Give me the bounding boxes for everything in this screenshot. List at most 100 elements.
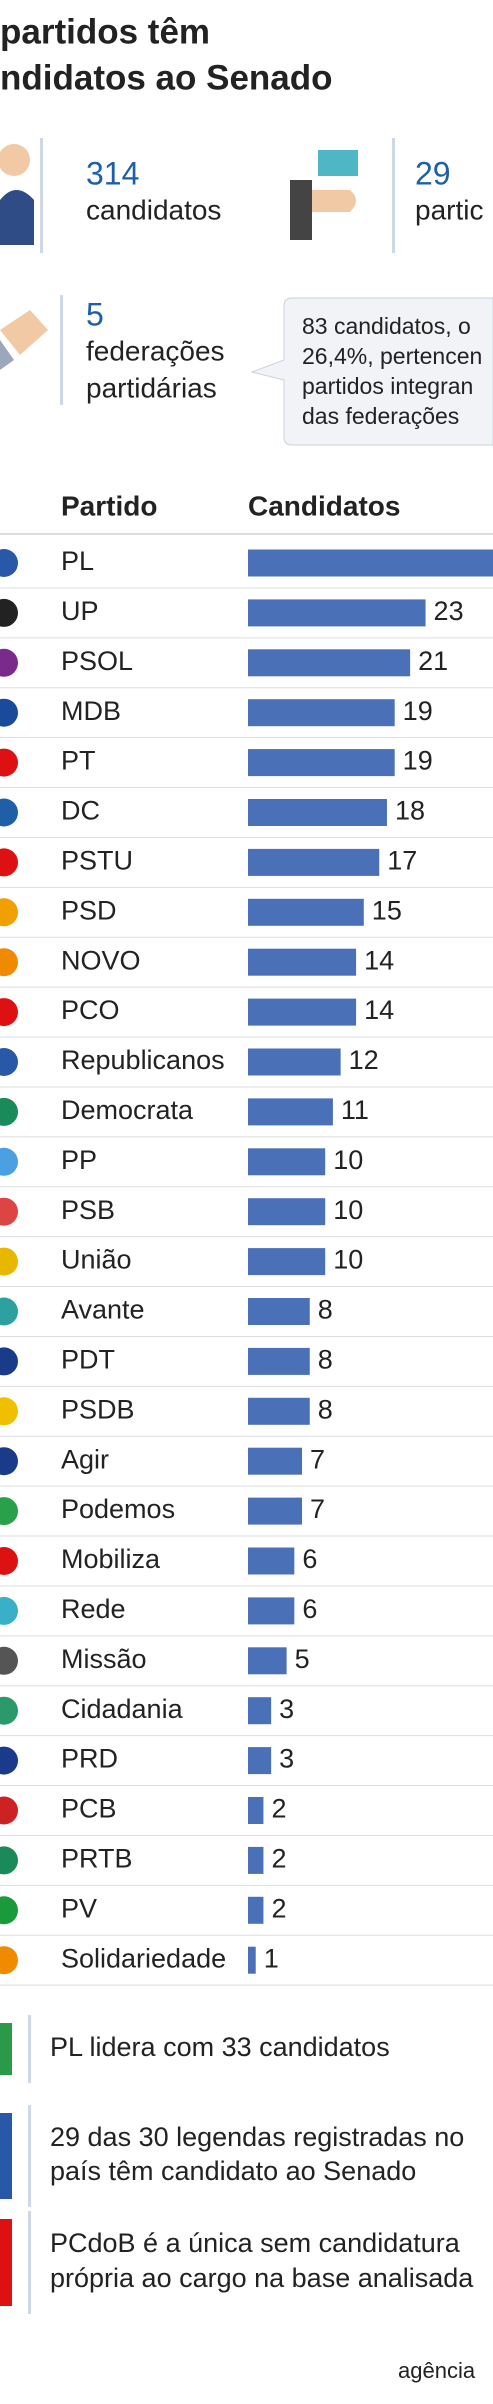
- divider: [392, 138, 395, 253]
- party-logo: [0, 648, 18, 677]
- category-label: PSDB: [61, 1394, 135, 1424]
- bar: [248, 649, 411, 677]
- bar: [248, 1797, 264, 1824]
- party-logo: [0, 1796, 18, 1825]
- party-logo: [0, 1946, 18, 1975]
- highlight-line: própria ao cargo na base analisada: [50, 2263, 474, 2293]
- note-bubble: [250, 297, 493, 446]
- stat-label: federações: [86, 335, 225, 366]
- category-label: PCB: [61, 1794, 117, 1824]
- bar: [248, 1347, 310, 1375]
- party-logo: [0, 1497, 18, 1526]
- category-label: PP: [61, 1145, 97, 1175]
- party-logo: [0, 1048, 18, 1076]
- category-label: PV: [61, 1893, 97, 1923]
- value-label: 1: [264, 1943, 279, 1973]
- bar: [248, 1896, 264, 1924]
- stat-value: 5: [86, 296, 104, 332]
- category-label: União: [61, 1245, 132, 1275]
- party-logo: [0, 1147, 18, 1176]
- party-logo: [0, 1896, 18, 1925]
- value-label: 23: [434, 596, 464, 626]
- bar: [248, 1597, 295, 1625]
- party-logo: [0, 1397, 18, 1426]
- category-label: PSD: [61, 895, 117, 925]
- bar: [248, 1248, 326, 1276]
- category-label: PRTB: [61, 1844, 133, 1874]
- category-label: Democrata: [61, 1095, 194, 1125]
- bar: [248, 1098, 333, 1126]
- highlight-line: PCdoB é a única sem candidatura: [50, 2228, 461, 2258]
- category-label: Solidariedade: [61, 1943, 226, 1973]
- value-label: 7: [310, 1494, 325, 1524]
- value-label: 14: [364, 945, 394, 975]
- category-header: Partido: [61, 490, 157, 521]
- handshake-icon: [0, 310, 48, 370]
- bar: [248, 599, 426, 627]
- party-logo: [0, 698, 18, 727]
- bar: [248, 549, 493, 577]
- party-logo: [0, 748, 18, 777]
- value-label: 8: [318, 1394, 333, 1424]
- person-icon: [0, 144, 34, 245]
- party-logo: [0, 549, 18, 577]
- value-label: 6: [302, 1544, 317, 1574]
- value-label: 3: [279, 1744, 294, 1774]
- highlight-line: PL lidera com 33 candidatos: [50, 2032, 390, 2062]
- category-label: PRD: [61, 1744, 118, 1774]
- value-label: 6: [302, 1594, 317, 1624]
- highlight-icon: [0, 2023, 12, 2075]
- party-logo: [0, 1097, 18, 1126]
- title-line: ndidatos ao Senado: [0, 58, 333, 97]
- value-label: 8: [318, 1295, 333, 1325]
- category-label: PL: [61, 546, 94, 576]
- party-logo: [0, 1547, 18, 1575]
- note-line: 83 candidatos, o: [302, 313, 471, 339]
- credit: agência: [398, 2358, 476, 2383]
- party-logo: [0, 1247, 18, 1276]
- category-label: Agir: [61, 1444, 109, 1474]
- party-logo: [0, 1447, 18, 1476]
- value-label: 2: [271, 1893, 286, 1923]
- bar: [248, 1547, 295, 1575]
- title-line: partidos têm: [0, 12, 210, 51]
- value-label: 14: [364, 995, 394, 1025]
- value-label: 19: [403, 696, 433, 726]
- bar: [248, 898, 364, 926]
- value-label: 18: [395, 796, 425, 826]
- value-label: 15: [372, 895, 402, 925]
- category-label: PT: [61, 746, 96, 776]
- category-label: MDB: [61, 696, 121, 726]
- category-label: PSB: [61, 1195, 115, 1225]
- category-label: Republicanos: [61, 1045, 225, 1075]
- stat-value: 314: [86, 155, 139, 191]
- bar: [248, 1647, 287, 1675]
- highlight-line: país têm candidato ao Senado: [50, 2156, 416, 2186]
- bar: [248, 1048, 341, 1076]
- bar: [248, 1397, 310, 1425]
- value-label: 12: [349, 1045, 379, 1075]
- divider: [60, 295, 63, 405]
- bar: [248, 1497, 303, 1525]
- divider: [40, 138, 43, 253]
- bar: [248, 1846, 264, 1874]
- value-label: 2: [271, 1844, 286, 1874]
- note-line: das federações: [302, 403, 459, 429]
- value-label: 8: [318, 1345, 333, 1375]
- bar: [248, 998, 357, 1026]
- category-label: PCO: [61, 995, 120, 1025]
- value-label: 5: [295, 1644, 310, 1674]
- value-label: 2: [271, 1794, 286, 1824]
- stat-label: partic: [415, 194, 483, 225]
- bar: [248, 749, 395, 777]
- bar: [248, 799, 387, 826]
- party-logo: [0, 1297, 18, 1326]
- value-label: 7: [310, 1444, 325, 1474]
- stat-label: candidatos: [86, 194, 221, 225]
- bar: [248, 1298, 310, 1325]
- party-logo: [0, 1696, 18, 1725]
- value-label: 21: [418, 646, 448, 676]
- value-label: 10: [333, 1145, 363, 1175]
- highlight-rule: [28, 2015, 31, 2083]
